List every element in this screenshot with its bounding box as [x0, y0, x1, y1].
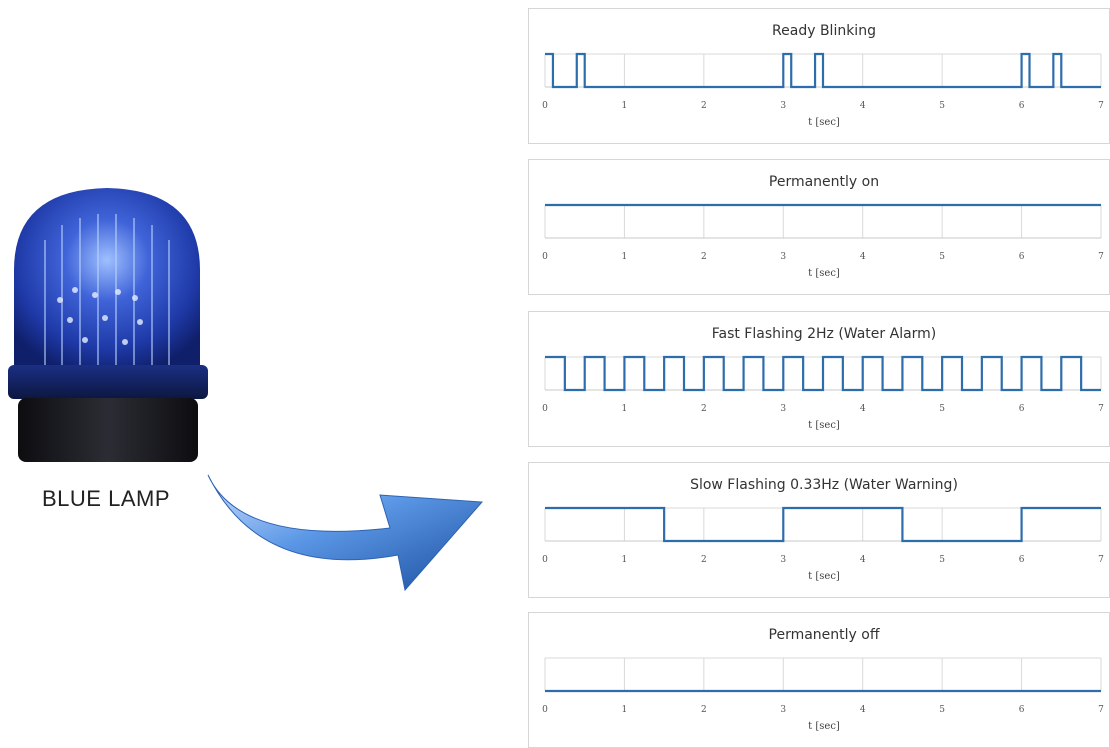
- signal-line: [545, 355, 1101, 392]
- chart-title: Slow Flashing 0.33Hz (Water Warning): [690, 477, 958, 493]
- x-tick-label: 5: [939, 555, 945, 565]
- fast-flashing-plot: Fast Flashing 2Hz (Water Alarm) 0 1 2 3 4 5 6 7 t…: [542, 326, 1104, 431]
- x-tick-label: 2: [701, 252, 707, 262]
- x-tick-label: 0: [542, 404, 548, 414]
- chart-ready-blinking: Ready Blinking 0 1 2 3 4 5 6 7 t [sec]: [528, 8, 1110, 144]
- x-axis-label: t [sec]: [808, 571, 840, 582]
- x-tick-label: 3: [780, 404, 786, 414]
- x-tick-label: 4: [860, 404, 866, 414]
- x-axis-label: t [sec]: [808, 420, 840, 431]
- x-tick-label: 1: [622, 555, 628, 565]
- x-tick-label: 0: [542, 252, 548, 262]
- x-tick-label: 4: [860, 555, 866, 565]
- x-tick-label: 7: [1098, 252, 1104, 262]
- signal-line: [545, 52, 1101, 89]
- chart-fast-flashing: Fast Flashing 2Hz (Water Alarm) 0 1 2 3 4 5 6 7 t…: [528, 311, 1110, 447]
- x-axis-label: t [sec]: [808, 268, 840, 279]
- chart-title: Permanently off: [769, 627, 880, 643]
- chart-permanently-on: Permanently on 0 1 2 3 4 5 6 7 t [sec]: [528, 159, 1110, 295]
- ready-blinking-plot: Ready Blinking 0 1 2 3 4 5 6 7 t [sec]: [542, 23, 1104, 128]
- x-tick-label: 3: [780, 705, 786, 715]
- chart-permanently-off: Permanently off 0 1 2 3 4 5 6 7 t [sec]: [528, 612, 1110, 748]
- x-tick-label: 3: [780, 101, 786, 111]
- permanently-off-plot: Permanently off 0 1 2 3 4 5 6 7 t [sec]: [542, 627, 1104, 732]
- x-tick-label: 6: [1019, 404, 1025, 414]
- x-tick-label: 1: [622, 404, 628, 414]
- lamp-label: BLUE LAMP: [42, 486, 170, 511]
- x-tick-label: 5: [939, 705, 945, 715]
- x-tick-label: 7: [1098, 404, 1104, 414]
- chart-title: Permanently on: [769, 174, 879, 190]
- x-tick-label: 3: [780, 252, 786, 262]
- x-tick-label: 0: [542, 101, 548, 111]
- slow-flashing-plot: Slow Flashing 0.33Hz (Water Warning) 0 1 2 3…: [542, 477, 1104, 582]
- x-tick-label: 0: [542, 555, 548, 565]
- x-tick-label: 5: [939, 252, 945, 262]
- x-tick-label: 7: [1098, 101, 1104, 111]
- x-tick-label: 2: [701, 101, 707, 111]
- x-tick-label: 1: [622, 252, 628, 262]
- chart-title: Fast Flashing 2Hz (Water Alarm): [712, 326, 937, 342]
- x-tick-label: 6: [1019, 705, 1025, 715]
- x-tick-label: 1: [622, 705, 628, 715]
- x-tick-label: 4: [860, 705, 866, 715]
- blue-beacon-lamp-icon: [8, 188, 208, 462]
- chart-slow-flashing: Slow Flashing 0.33Hz (Water Warning) 0 1 2 3…: [528, 462, 1110, 598]
- x-tick-label: 4: [860, 252, 866, 262]
- x-tick-label: 1: [622, 101, 628, 111]
- x-tick-label: 7: [1098, 555, 1104, 565]
- blue-lamp-image: [0, 180, 215, 470]
- x-tick-label: 2: [701, 404, 707, 414]
- chart-title: Ready Blinking: [772, 23, 876, 39]
- curved-arrow-right-icon: [200, 420, 500, 630]
- x-tick-label: 5: [939, 101, 945, 111]
- x-tick-label: 0: [542, 705, 548, 715]
- x-tick-label: 2: [701, 555, 707, 565]
- x-axis-label: t [sec]: [808, 117, 840, 128]
- signal-line: [545, 506, 1101, 543]
- x-tick-label: 4: [860, 101, 866, 111]
- permanently-on-plot: Permanently on 0 1 2 3 4 5 6 7 t [sec]: [542, 174, 1104, 279]
- x-tick-label: 5: [939, 404, 945, 414]
- x-tick-label: 6: [1019, 101, 1025, 111]
- x-axis-label: t [sec]: [808, 721, 840, 732]
- x-tick-label: 2: [701, 705, 707, 715]
- x-tick-label: 7: [1098, 705, 1104, 715]
- x-tick-label: 6: [1019, 252, 1025, 262]
- x-tick-label: 6: [1019, 555, 1025, 565]
- x-tick-label: 3: [780, 555, 786, 565]
